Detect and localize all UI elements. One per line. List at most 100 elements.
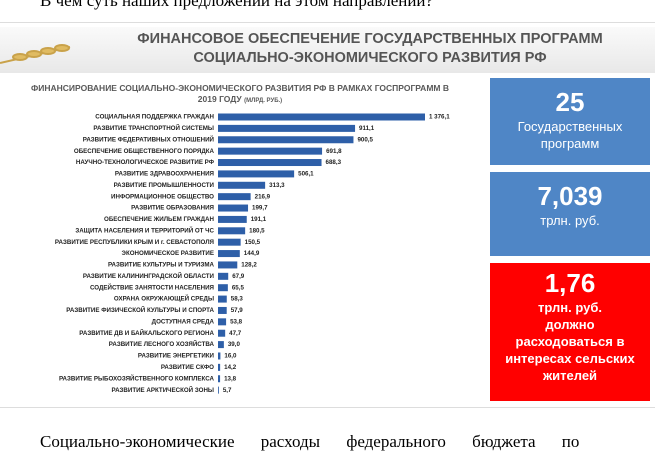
bar xyxy=(218,250,240,258)
bar xyxy=(218,341,224,349)
category-label: РАЗВИТИЕ ДВ И БАЙКАЛЬСКОГО РЕГИОНА xyxy=(79,329,214,337)
bar xyxy=(218,227,246,235)
category-label: РАЗВИТИЕ СКФО xyxy=(161,364,214,371)
value-label: 5,7 xyxy=(223,387,232,394)
slide-title-line: ФИНАНСОВОЕ ОБЕСПЕЧЕНИЕ ГОСУДАРСТВЕННЫХ П… xyxy=(137,31,603,47)
category-label: РАЗВИТИЕ ЗДРАВООХРАНЕНИЯ xyxy=(115,171,215,178)
bar xyxy=(218,284,228,292)
bar xyxy=(218,306,227,314)
box-value: 1,76 xyxy=(544,268,596,298)
bar xyxy=(218,375,221,383)
value-label: 128,2 xyxy=(241,262,257,269)
bar xyxy=(218,136,354,144)
category-label: РАЗВИТИЕ ЛЕСНОГО ХОЗЯЙСТВА xyxy=(109,340,215,348)
wheat-decoration xyxy=(0,44,71,64)
value-label: 13,8 xyxy=(224,375,237,382)
box-text: программ xyxy=(540,136,600,151)
value-label: 150,5 xyxy=(245,239,261,246)
bar xyxy=(218,159,322,167)
bar xyxy=(218,170,295,178)
value-label: 58,3 xyxy=(231,296,244,303)
bar xyxy=(218,238,241,246)
bar xyxy=(218,113,425,121)
value-label: 691,8 xyxy=(326,148,342,155)
box-text: трлн. руб. xyxy=(540,213,600,228)
category-label: РАЗВИТИЕ ФИЗИЧЕСКОЙ КУЛЬТУРЫ И СПОРТА xyxy=(66,306,214,314)
value-label: 199,7 xyxy=(252,205,268,212)
value-label: 16,0 xyxy=(224,353,237,360)
box-text: расходоваться в xyxy=(515,334,625,349)
chart-title: ФИНАНСИРОВАНИЕ СОЦИАЛЬНО-ЭКОНОМИЧЕСКОГО … xyxy=(31,83,449,104)
box-text: должно xyxy=(545,317,595,332)
bar xyxy=(218,147,323,155)
bar xyxy=(218,261,238,269)
bar xyxy=(218,181,266,189)
category-label: СОДЕЙСТВИЕ ЗАНЯТОСТИ НАСЕЛЕНИЯ xyxy=(90,283,215,291)
footer-text: Социально-экономические расходы федераль… xyxy=(40,432,580,451)
bar xyxy=(218,215,247,223)
category-label: РАЗВИТИЕ АРКТИЧЕСКОЙ ЗОНЫ xyxy=(111,386,214,394)
value-label: 216,9 xyxy=(255,193,271,200)
box-text: жителей xyxy=(542,368,598,383)
value-label: 53,8 xyxy=(230,318,243,325)
box-text: трлн. руб. xyxy=(538,300,602,315)
category-label: СОЦИАЛЬНАЯ ПОДДЕРЖКА ГРАЖДАН xyxy=(95,114,214,121)
value-label: 14,2 xyxy=(224,364,237,371)
category-label: ОБЕСПЕЧЕНИЕ ОБЩЕСТВЕННОГО ПОРЯДКА xyxy=(74,148,215,155)
value-label: 65,5 xyxy=(232,284,245,291)
category-label: РАЗВИТИЕ КАЛИНИНГРАДСКОЙ ОБЛАСТИ xyxy=(83,272,215,280)
chart: СОЦИАЛЬНАЯ ПОДДЕРЖКА ГРАЖДАН 1 376,1 РАЗВИ… xyxy=(55,113,450,394)
category-label: ЭКОНОМИЧЕСКОЕ РАЗВИТИЕ xyxy=(122,250,214,257)
box-text: интересах сельских xyxy=(505,351,635,366)
title-band xyxy=(0,27,655,73)
slide-title-line: СОЦИАЛЬНО-ЭКОНОМИЧЕСКОГО РАЗВИТИЯ РФ xyxy=(193,50,547,66)
box-value: 7,039 xyxy=(537,181,603,211)
bar xyxy=(218,124,356,132)
category-label: РАЗВИТИЕ ОБРАЗОВАНИЯ xyxy=(131,205,214,212)
category-label: ЗАЩИТА НАСЕЛЕНИЯ И ТЕРРИТОРИЙ ОТ ЧС xyxy=(75,226,214,234)
value-label: 688,3 xyxy=(326,159,342,166)
value-label: 47,7 xyxy=(229,330,242,337)
value-label: 57,9 xyxy=(231,307,244,314)
box-value: 25 xyxy=(555,87,585,117)
category-label: ДОСТУПНАЯ СРЕДА xyxy=(152,318,215,325)
category-label: НАУЧНО-ТЕХНОЛОГИЧЕСКОЕ РАЗВИТИЕ РФ xyxy=(76,159,215,166)
category-label: РАЗВИТИЕ РЫБОХОЗЯЙСТВЕННОГО КОМПЛЕКСА xyxy=(59,374,215,382)
category-label: РАЗВИТИЕ ПРОМЫШЛЕННОСТИ xyxy=(114,182,215,189)
bar xyxy=(218,193,251,201)
bar xyxy=(218,386,219,394)
bar xyxy=(218,204,249,212)
value-label: 191,1 xyxy=(251,216,267,223)
category-label: ОХРАНА ОКРУЖАЮЩЕЙ СРЕДЫ xyxy=(114,295,214,303)
category-label: РАЗВИТИЕ РЕСПУБЛИКИ КРЫМ И г. СЕВАСТОПОЛ… xyxy=(55,239,215,246)
value-label: 506,1 xyxy=(298,171,314,178)
bar xyxy=(218,318,227,326)
category-label: РАЗВИТИЕ ФЕДЕРАТИВНЫХ ОТНОШЕНИЙ xyxy=(83,135,215,143)
bar xyxy=(218,329,226,337)
value-label: 313,3 xyxy=(269,182,285,189)
bar xyxy=(218,295,227,303)
bar xyxy=(218,352,221,360)
category-label: ОБЕСПЕЧЕНИЕ ЖИЛЬЕМ ГРАЖДАН xyxy=(104,216,215,223)
bar xyxy=(218,363,221,371)
value-label: 180,5 xyxy=(249,227,265,234)
chart-subtitle: (МЛРД. РУБ.) xyxy=(244,98,283,104)
category-label: РАЗВИТИЕ КУЛЬТУРЫ И ТУРИЗМА xyxy=(108,262,215,269)
slide-title: ФИНАНСОВОЕ ОБЕСПЕЧЕНИЕ ГОСУДАРСТВЕННЫХ П… xyxy=(90,30,650,68)
chart-title-block: ФИНАНСИРОВАНИЕ СОЦИАЛЬНО-ЭКОНОМИЧЕСКОГО … xyxy=(30,83,450,107)
category-label: ИНФОРМАЦИОННОЕ ОБЩЕСТВО xyxy=(111,193,214,200)
value-label: 911,1 xyxy=(359,125,375,132)
info-box: 1,76 трлн. руб. должно расходоваться в интер… xyxy=(490,263,650,401)
box-text: Государственных xyxy=(517,119,623,134)
info-box: 7,039 трлн. руб. xyxy=(490,172,650,256)
header-text: В чем суть наших предложений на этом нап… xyxy=(40,0,434,10)
value-label: 1 376,1 xyxy=(429,114,450,121)
value-label: 900,5 xyxy=(357,136,373,143)
info-box: 25 Государственных программ xyxy=(490,78,650,165)
bar xyxy=(218,272,229,280)
value-label: 39,0 xyxy=(228,341,241,348)
value-label: 144,9 xyxy=(244,250,260,257)
category-label: РАЗВИТИЕ ЭНЕРГЕТИКИ xyxy=(138,353,215,360)
category-label: РАЗВИТИЕ ТРАНСПОРТНОЙ СИСТЕМЫ xyxy=(93,124,214,132)
